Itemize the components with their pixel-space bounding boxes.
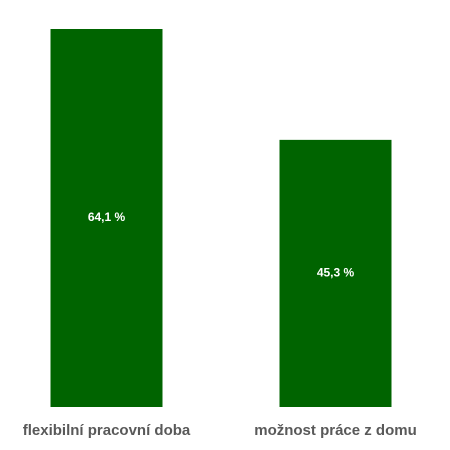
bar	[50, 29, 163, 407]
x-tick-label: možnost práce z domu	[254, 422, 417, 439]
value-label: 64,1 %	[88, 210, 126, 224]
x-tick-label: flexibilní pracovní doba	[23, 422, 191, 439]
bar	[279, 139, 392, 408]
value-label: 45,3 %	[317, 266, 355, 280]
